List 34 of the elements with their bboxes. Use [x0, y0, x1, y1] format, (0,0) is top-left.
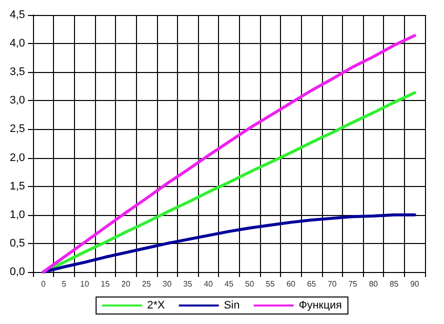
- y-tick-label: 4,5: [10, 9, 25, 21]
- x-tick-label: 15: [100, 280, 110, 288]
- y-tick-label: 2,0: [10, 152, 25, 164]
- x-tick-label: 10: [80, 280, 90, 288]
- x-tick-label: 0: [41, 280, 46, 288]
- x-tick-label: 55: [266, 280, 276, 288]
- y-tick-label: 2,5: [10, 123, 25, 136]
- legend-label: Sin: [224, 300, 240, 312]
- x-tick-label: 45: [224, 280, 234, 288]
- y-tick-label: 3,0: [10, 94, 25, 107]
- y-tick-label: 0,0: [10, 266, 25, 278]
- x-tick-label: 70: [328, 280, 338, 288]
- x-tick-label: 90: [410, 280, 420, 288]
- y-tick-label: 0,5: [10, 237, 25, 250]
- line-series: [42, 34, 416, 274]
- x-tick-label: 50: [245, 280, 255, 288]
- y-tick-label: 4,0: [10, 38, 25, 50]
- x-tick-label: 30: [162, 280, 172, 288]
- legend-label: 2*X: [147, 300, 166, 312]
- x-tick-label: 80: [368, 280, 378, 288]
- line-series: [42, 213, 416, 274]
- x-tick-label: 35: [183, 280, 193, 288]
- x-tick-label: 75: [348, 280, 358, 288]
- x-tick-label: 65: [307, 280, 317, 288]
- x-tick-label: 25: [142, 280, 152, 288]
- y-tick-label: 1,0: [10, 208, 25, 221]
- x-tick-label: 5: [62, 280, 67, 288]
- x-tick-label: 85: [390, 280, 400, 288]
- legend-label: Функция: [298, 300, 342, 312]
- y-tick-label: 1,5: [10, 180, 25, 192]
- y-tick-label: 3,5: [10, 66, 25, 78]
- x-tick-label: 60: [286, 280, 296, 288]
- x-tick-label: 20: [121, 280, 131, 288]
- x-tick-label: 40: [204, 280, 214, 288]
